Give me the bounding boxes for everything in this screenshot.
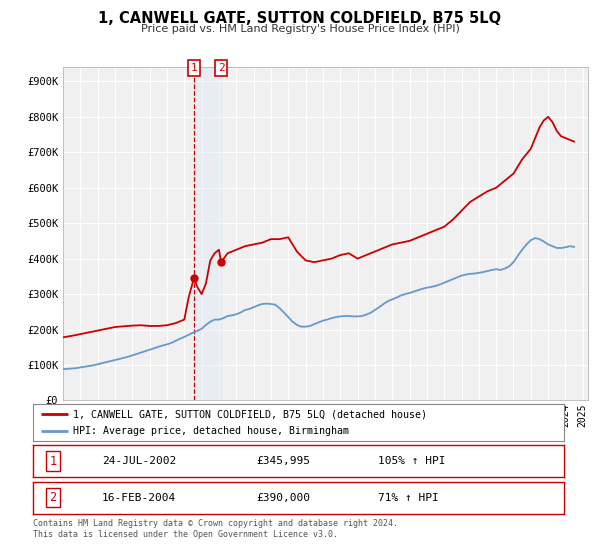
Text: 2: 2 — [50, 491, 57, 504]
Text: 1: 1 — [191, 63, 197, 73]
Text: 24-JUL-2002: 24-JUL-2002 — [102, 456, 176, 466]
Text: Price paid vs. HM Land Registry's House Price Index (HPI): Price paid vs. HM Land Registry's House … — [140, 24, 460, 34]
Text: £345,995: £345,995 — [256, 456, 310, 466]
Text: 1, CANWELL GATE, SUTTON COLDFIELD, B75 5LQ (detached house): 1, CANWELL GATE, SUTTON COLDFIELD, B75 5… — [73, 409, 427, 419]
Text: £390,000: £390,000 — [256, 493, 310, 502]
Bar — [194, 67, 221, 400]
Text: 1, CANWELL GATE, SUTTON COLDFIELD, B75 5LQ: 1, CANWELL GATE, SUTTON COLDFIELD, B75 5… — [98, 11, 502, 26]
Text: 71% ↑ HPI: 71% ↑ HPI — [378, 493, 439, 502]
Text: 1: 1 — [50, 455, 57, 468]
Text: 105% ↑ HPI: 105% ↑ HPI — [378, 456, 446, 466]
Text: HPI: Average price, detached house, Birmingham: HPI: Average price, detached house, Birm… — [73, 426, 349, 436]
Text: Contains HM Land Registry data © Crown copyright and database right 2024.
This d: Contains HM Land Registry data © Crown c… — [33, 519, 398, 539]
Text: 16-FEB-2004: 16-FEB-2004 — [102, 493, 176, 502]
Text: 2: 2 — [218, 63, 224, 73]
